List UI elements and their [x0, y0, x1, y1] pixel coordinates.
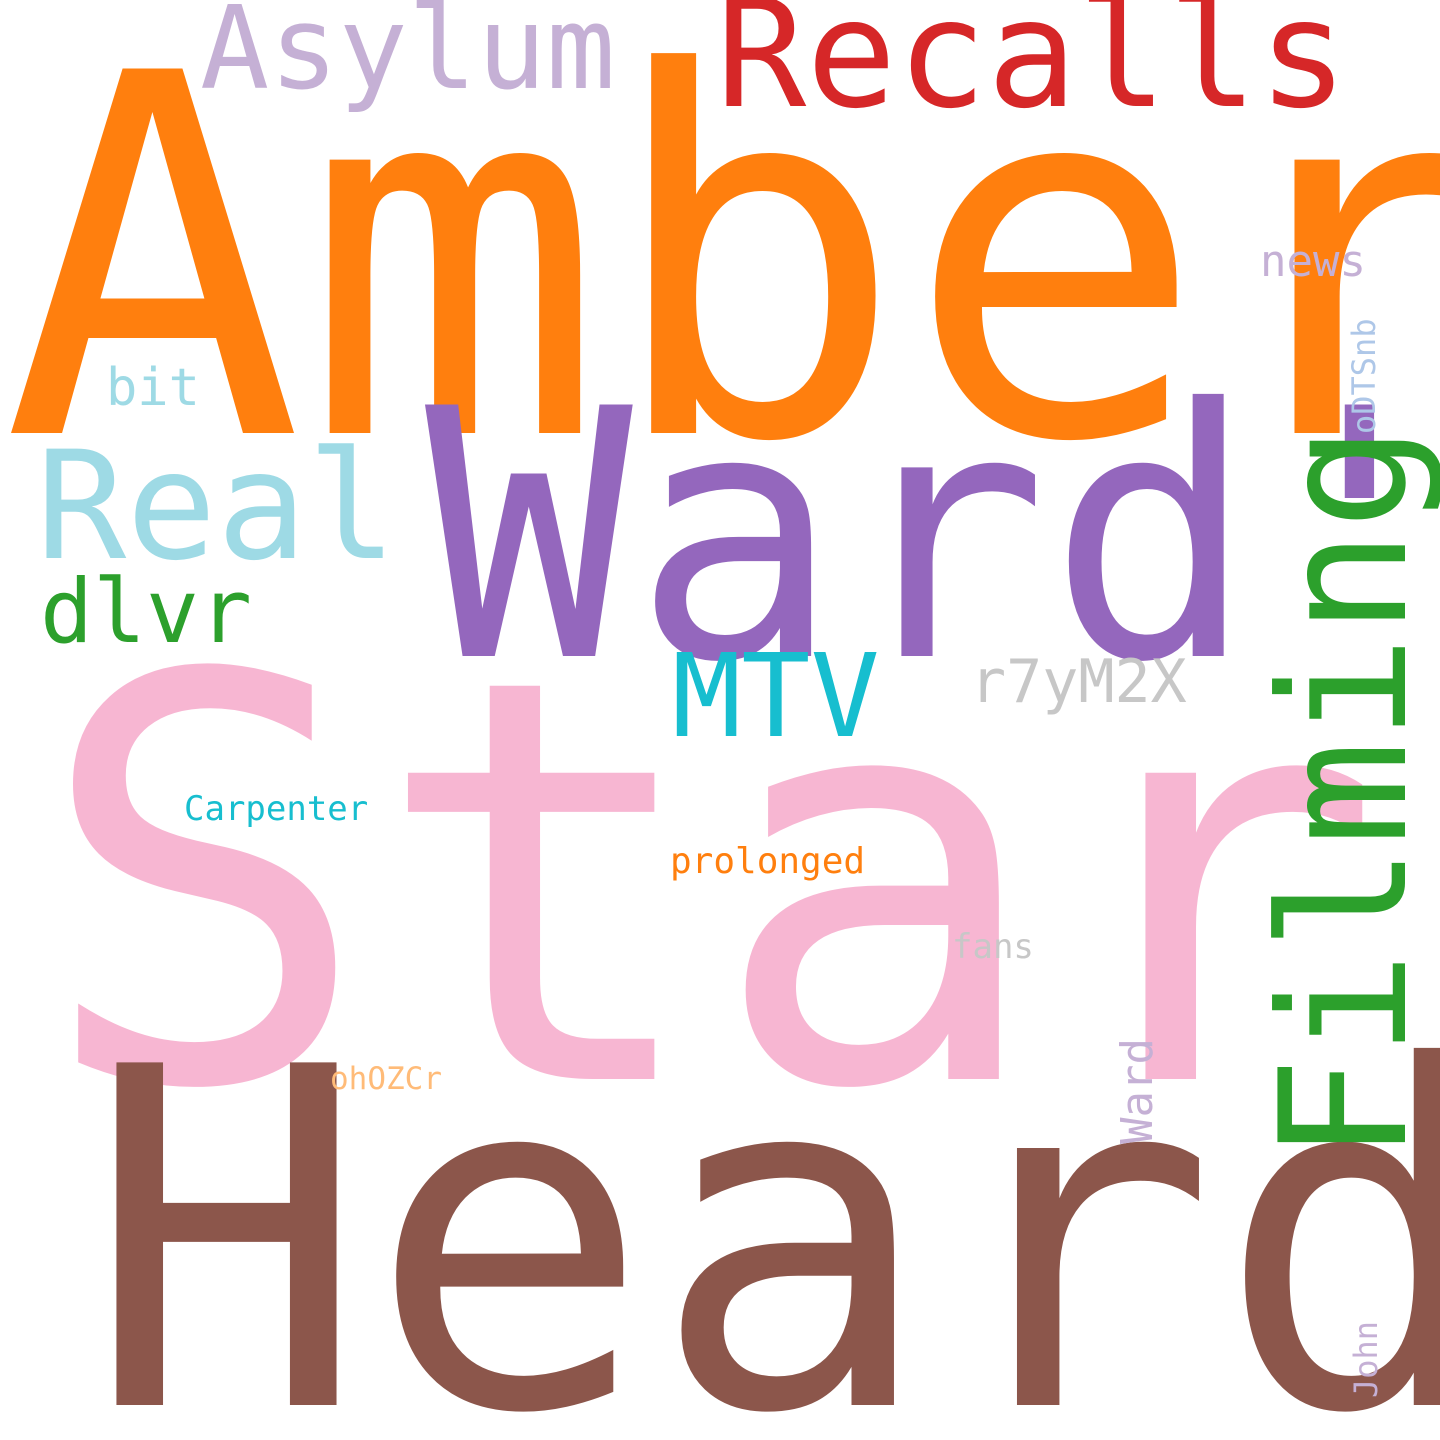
word-odtsnb: oDTSnb: [1345, 318, 1383, 434]
word-mtv: MTV: [672, 630, 880, 764]
word-fans: fans: [952, 927, 1034, 967]
word-dlvr: dlvr: [40, 560, 252, 663]
word-heard: Heard: [85, 969, 1440, 1440]
word-recalls: Recalls: [716, 0, 1349, 142]
word-ward-quote: Ward': [425, 337, 1440, 738]
word-ward: Ward: [1112, 1038, 1163, 1144]
word-bit: bit: [106, 358, 200, 418]
word-r7ym2x: r7yM2X: [970, 647, 1187, 717]
word-asylum: Asylum: [200, 0, 616, 116]
word-news: news: [1260, 236, 1366, 287]
word-prolonged: prolonged: [670, 841, 866, 882]
word-carpenter: Carpenter: [184, 789, 369, 829]
word-amber: Amber: [2, 0, 1440, 551]
word-filming: Filming: [1244, 424, 1440, 1162]
word-star: Star: [35, 560, 1384, 1212]
word-real: Real: [36, 420, 398, 594]
word-ohozcr: ohOZCr: [330, 1061, 442, 1097]
word-john: John: [1347, 1320, 1385, 1398]
